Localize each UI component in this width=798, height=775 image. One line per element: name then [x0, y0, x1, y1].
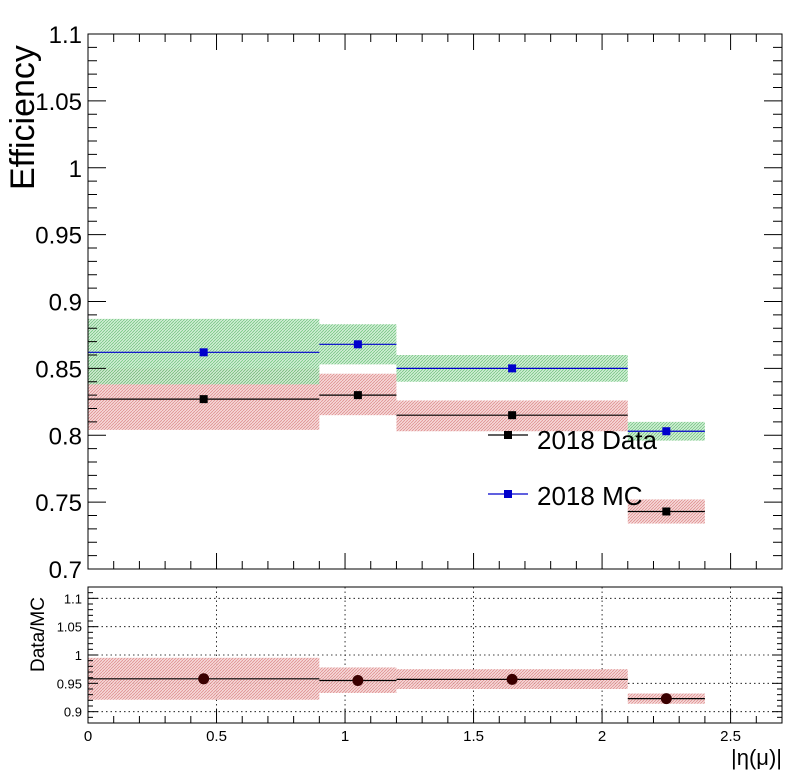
x-tick-label: 1.5	[463, 728, 484, 745]
data-point-1-0	[199, 348, 208, 357]
y-axis-label: Efficiency	[4, 45, 42, 190]
plot-frame	[87, 33, 783, 570]
efficiency-axes: 0.7 0.75 0.8 0.85 0.9 0.95 1 1.05 1.1	[35, 22, 783, 584]
ratio-y-axis-label: Data/MC	[28, 597, 49, 672]
ratio-y-tick-label: 0.9	[64, 705, 82, 720]
x-tick-label: 0	[84, 728, 92, 745]
y-tick-label: 0.95	[35, 223, 82, 250]
ratio-axes: 0.9 0.95 1 1.05 1.1 0 0.5 1 1.5 2 2.5	[57, 586, 783, 745]
ratio-point-2	[506, 673, 518, 685]
ratio-y-tick-label: 0.95	[57, 676, 82, 691]
data-point-0-1	[353, 391, 362, 400]
x-tick-label: 2.5	[720, 728, 741, 745]
data-point-1-1	[353, 340, 362, 349]
efficiency-points	[88, 340, 705, 516]
data-point-1-3	[662, 427, 671, 436]
data-point-0-2	[508, 411, 517, 420]
y-tick-label: 0.85	[35, 356, 82, 383]
ratio-points	[88, 673, 705, 705]
y-tick-label: 1	[69, 156, 82, 183]
ratio-y-tick-label: 1	[75, 648, 82, 663]
legend-label-mc: 2018 MC	[537, 481, 643, 511]
legend-label-data: 2018 Data	[537, 425, 658, 455]
x-tick-label: 1	[341, 728, 349, 745]
legend-marker-data	[504, 431, 512, 439]
data-point-0-0	[199, 395, 208, 404]
data-point-1-2	[508, 364, 517, 373]
ratio-point-3	[660, 693, 672, 705]
ratio-panel: 0.9 0.95 1 1.05 1.1 0 0.5 1 1.5 2 2.5 Data/MC |η(μ…	[28, 586, 783, 770]
y-tick-label: 0.75	[35, 490, 82, 517]
y-tick-label: 1.1	[49, 22, 82, 49]
y-tick-label: 0.9	[49, 290, 82, 317]
x-tick-label: 2	[598, 728, 606, 745]
y-tick-label: 0.7	[49, 557, 82, 584]
y-tick-label: 0.8	[49, 423, 82, 450]
legend: 2018 Data 2018 MC	[488, 425, 658, 511]
ratio-point-0	[198, 673, 210, 685]
efficiency-panel: 0.7 0.75 0.8 0.85 0.9 0.95 1 1.05 1.1 2018 Data …	[4, 22, 783, 584]
x-axis-label: |η(μ)|	[731, 745, 782, 770]
ratio-y-tick-label: 1.1	[64, 591, 82, 606]
legend-marker-mc	[504, 490, 512, 498]
ratio-point-1	[352, 675, 364, 686]
y-tick-label: 1.05	[35, 89, 82, 116]
data-point-0-3	[662, 507, 671, 516]
ratio-y-tick-label: 1.05	[57, 620, 82, 635]
x-tick-label: 0.5	[206, 728, 227, 745]
